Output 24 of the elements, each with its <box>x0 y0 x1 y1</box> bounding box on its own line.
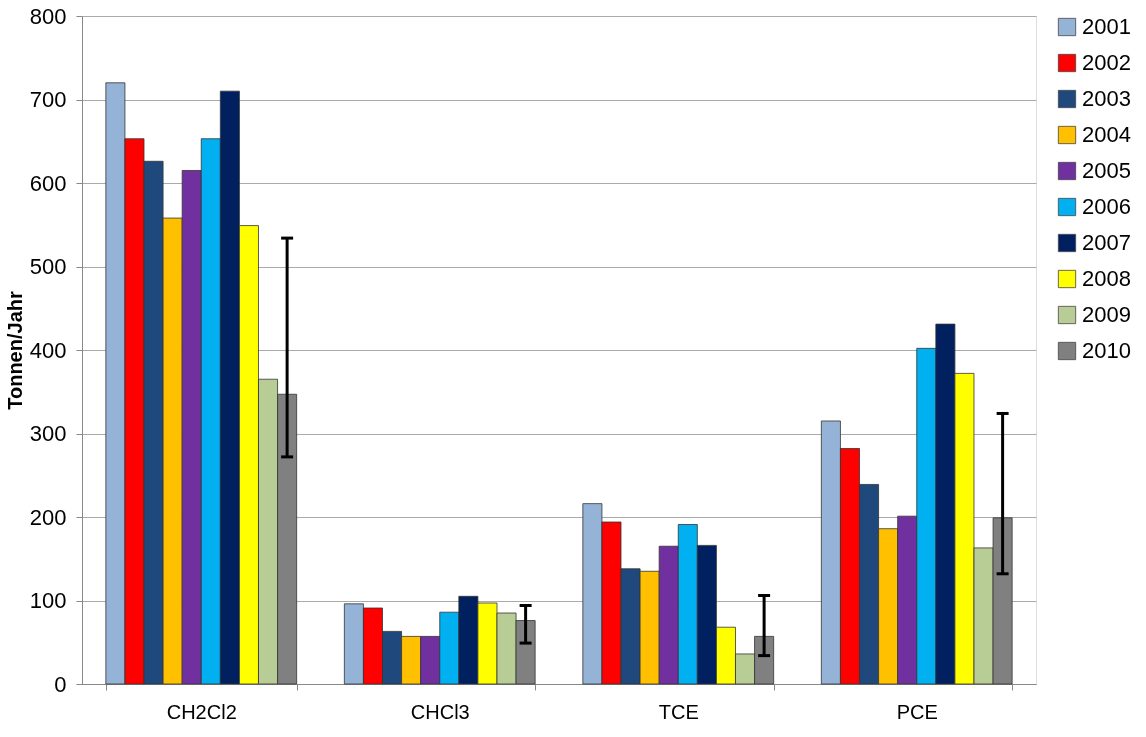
y-tick-label: 0 <box>54 671 67 697</box>
legend-label: 2003 <box>1082 86 1131 111</box>
y-tick-label: 200 <box>29 504 67 530</box>
y-tick-label: 300 <box>29 421 67 446</box>
x-tick-label: TCE <box>658 700 699 723</box>
legend-label: 2001 <box>1082 14 1131 39</box>
y-tick-label: 100 <box>29 588 67 613</box>
y-tick-label: 800 <box>29 3 67 29</box>
y-tick-label: 400 <box>29 337 67 363</box>
y-axis-title: Tonnen/Jahr <box>3 291 26 410</box>
legend-label: 2004 <box>1082 122 1131 147</box>
x-tick-label: CH2Cl2 <box>166 700 237 723</box>
legend-label: 2005 <box>1082 158 1131 183</box>
x-tick-label: PCE <box>896 700 938 723</box>
y-tick-label: 600 <box>29 170 67 196</box>
y-tick-label: 500 <box>29 254 67 279</box>
legend-label: 2008 <box>1082 266 1131 291</box>
legend-label: 2007 <box>1082 230 1131 255</box>
x-tick-label: CHCl3 <box>410 700 470 723</box>
legend-label: 2009 <box>1082 302 1131 327</box>
legend-label: 2002 <box>1082 50 1131 75</box>
legend-label: 2010 <box>1082 338 1131 363</box>
y-tick-label: 700 <box>29 87 67 112</box>
legend-label: 2006 <box>1082 194 1131 219</box>
